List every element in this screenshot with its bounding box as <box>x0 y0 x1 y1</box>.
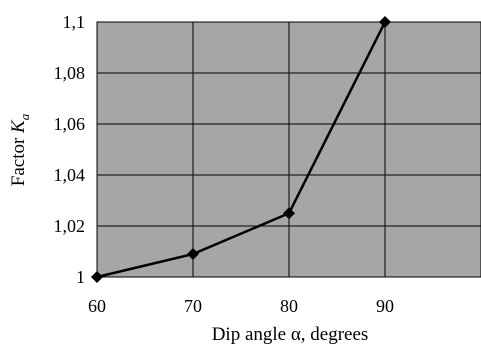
x-tick-label: 70 <box>184 296 202 316</box>
y-tick-labels: 1 1,02 1,04 1,06 1,08 1,1 <box>54 12 86 287</box>
y-tick-label: 1,02 <box>54 216 86 236</box>
series-line <box>96 21 387 279</box>
x-tick-label: 80 <box>280 296 298 316</box>
y-tick-label: 1,04 <box>54 165 86 185</box>
series-group <box>91 16 391 283</box>
y-tick-label: 1,08 <box>54 63 86 83</box>
y-tick-label: 1,1 <box>63 12 86 32</box>
y-axis-title-prefix: Factor <box>8 133 29 186</box>
x-axis-title: Dip angle α, degrees <box>212 324 369 345</box>
y-axis-title: Factor Ka <box>8 113 32 186</box>
x-tick-label: 90 <box>376 296 394 316</box>
plot-area-border <box>96 21 481 278</box>
y-tick-label: 1,06 <box>54 114 86 134</box>
data-point-marker <box>283 207 295 220</box>
data-point-marker <box>91 271 103 283</box>
data-point-marker <box>187 248 199 261</box>
x-tick-label: 60 <box>88 296 106 316</box>
y-axis-title-symbol: K <box>8 119 29 134</box>
y-axis-title-subscript: a <box>17 113 32 120</box>
y-tick-label: 1 <box>76 267 85 287</box>
x-tick-labels: 60 70 80 90 <box>88 296 394 316</box>
data-point-marker <box>379 16 391 28</box>
